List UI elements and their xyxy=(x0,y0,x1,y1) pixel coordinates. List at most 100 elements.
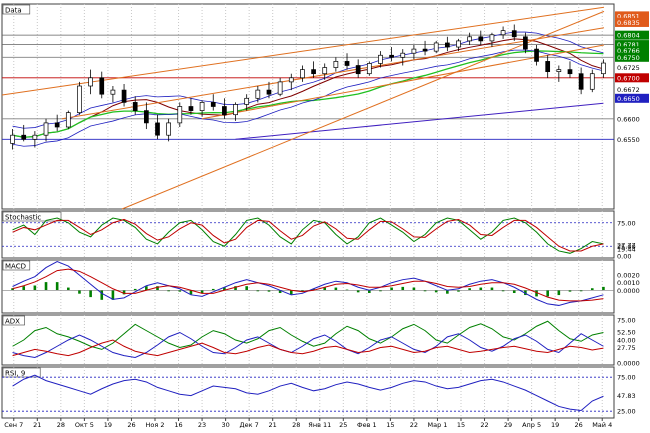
macd-histogram-bar xyxy=(535,290,538,297)
macd-histogram-bar xyxy=(501,290,505,292)
macd-histogram-bar xyxy=(122,290,126,295)
date-label: 19 xyxy=(104,421,112,429)
panel-title-box xyxy=(2,4,31,15)
candle-body xyxy=(456,40,461,48)
axis-label-box xyxy=(615,52,649,62)
macd-histogram-bar xyxy=(368,290,371,294)
candle-body xyxy=(233,104,238,116)
candle-body xyxy=(344,61,350,66)
candle-body xyxy=(121,89,127,103)
candle-body xyxy=(288,77,294,83)
axis-label: 0.0000 xyxy=(617,287,640,295)
panel-frame xyxy=(1,314,615,366)
candle-body xyxy=(54,122,60,128)
macd-histogram-bar xyxy=(557,290,561,296)
axis-label: 0.6672 xyxy=(617,86,640,94)
candle-body xyxy=(545,61,551,73)
panel-frame xyxy=(1,3,615,210)
date-label: Окт 5 xyxy=(75,421,94,429)
panel-title: MACD xyxy=(5,263,26,271)
axis-label: 0.0010 xyxy=(617,279,640,287)
axis-label: 25.00 xyxy=(617,408,636,416)
axis-label: 0.6766 xyxy=(617,47,640,55)
candle-body xyxy=(578,73,584,90)
axis-label: 47.83 xyxy=(617,392,636,400)
macd-histogram-bar xyxy=(479,287,483,291)
candle-body xyxy=(266,89,272,95)
axis-label-box xyxy=(615,11,649,21)
date-label: 26 xyxy=(575,421,583,429)
macd-histogram-bar xyxy=(111,290,115,300)
candle-body xyxy=(378,54,383,64)
axis-label: 40.00 xyxy=(617,337,636,345)
candle-body xyxy=(300,69,305,79)
macd-histogram-bar xyxy=(568,290,572,292)
candle-body xyxy=(445,42,450,48)
axis-label: 0.6550 xyxy=(617,136,640,144)
candle-body xyxy=(333,61,339,68)
panel-title-box xyxy=(2,211,62,222)
axis-label: 27.75 xyxy=(617,344,636,352)
date-label: 29 xyxy=(504,421,512,429)
date-label: 15 xyxy=(386,421,394,429)
macd-histogram-bar xyxy=(579,290,583,292)
axis-label: 25.00 xyxy=(617,243,636,251)
candle-body xyxy=(32,134,38,140)
axis-label-box xyxy=(615,30,649,40)
date-label: 19 xyxy=(551,421,559,429)
macd-histogram-bar xyxy=(78,290,81,294)
macd-histogram-bar xyxy=(356,290,360,293)
macd-histogram-bar xyxy=(301,290,304,292)
panel-title: Data xyxy=(5,7,22,15)
macd-histogram-bar xyxy=(590,288,594,291)
macd-histogram-bar xyxy=(323,287,327,291)
macd-histogram-bar xyxy=(245,286,248,291)
macd-histogram-bar xyxy=(434,290,438,293)
panel-frame xyxy=(1,366,615,419)
panel-rsi: RSI, 9 75.00 47.83 25.00 xyxy=(1,366,636,419)
macd-histogram-bar xyxy=(22,286,26,291)
macd-histogram-bar xyxy=(401,286,405,291)
candle-body xyxy=(210,102,216,107)
trend-line-long xyxy=(235,102,604,140)
date-label: Ноя 2 xyxy=(146,421,165,429)
candle-body xyxy=(144,110,149,124)
macd-histogram-bar xyxy=(234,286,237,291)
candle-body xyxy=(43,122,49,136)
macd-histogram-bar xyxy=(55,282,59,291)
panel-title-box xyxy=(2,367,41,378)
date-label: Дек 7 xyxy=(240,421,259,429)
candle-body xyxy=(389,54,394,58)
date-label: 22 xyxy=(410,421,418,429)
candle-body xyxy=(322,67,328,75)
macd-histogram-bar xyxy=(33,285,37,291)
series-line-1 xyxy=(12,268,604,302)
series-line-0 xyxy=(12,374,604,412)
macd-histogram-bar xyxy=(11,288,14,291)
panel-frame xyxy=(1,210,615,259)
candle-body xyxy=(500,30,506,36)
date-axis: Сен 7 21 28 Окт 5 19 26 Ноя 2 16 23 30 Дек 7 21 28 Ян… xyxy=(2,417,614,429)
candle-body xyxy=(601,62,606,75)
axis-label: 0.6804 xyxy=(617,32,640,40)
macd-histogram-bar xyxy=(512,290,516,294)
series-line-1 xyxy=(12,218,604,252)
macd-histogram-bar xyxy=(156,286,159,291)
candle-body xyxy=(277,81,283,95)
macd-histogram-bar xyxy=(468,288,471,291)
axis-label-box xyxy=(615,73,649,83)
macd-histogram-bar xyxy=(446,290,449,294)
date-label: 26 xyxy=(127,421,135,429)
candle-body xyxy=(88,77,93,87)
candle-body xyxy=(534,48,539,62)
macd-histogram-bar xyxy=(379,290,382,292)
date-label: 23 xyxy=(198,421,206,429)
candle-body xyxy=(467,36,472,42)
date-label: 22 xyxy=(480,421,488,429)
macd-histogram-bar xyxy=(334,287,338,291)
macd-histogram-bar xyxy=(602,286,605,291)
candle-body xyxy=(21,134,27,140)
